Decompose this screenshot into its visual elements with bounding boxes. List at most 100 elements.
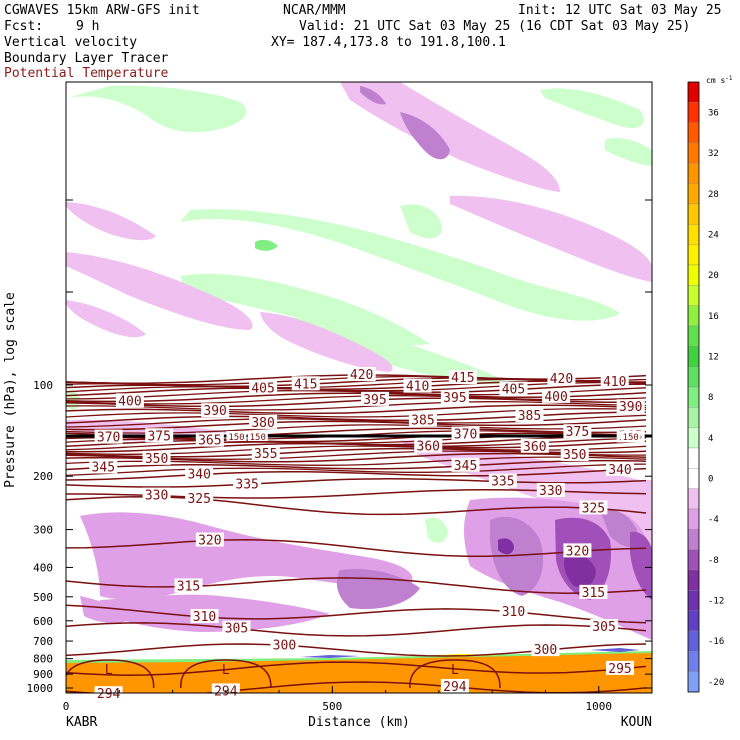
theta-contour-335	[66, 478, 647, 488]
theta-label-bg	[448, 370, 477, 385]
colorbar-swatch	[687, 346, 700, 367]
pbl-thin-band	[300, 655, 360, 658]
theta-label-bg	[520, 438, 549, 453]
theta-label-bg	[115, 393, 144, 408]
theta-label-bg	[440, 390, 469, 405]
colorbar-label: -20	[708, 678, 724, 688]
theta-label-bg	[616, 399, 645, 414]
pbl-low-label: L	[222, 663, 230, 678]
theta-label-bg	[201, 403, 230, 418]
downward-motion-region	[336, 568, 420, 610]
y-tick-label: 100	[33, 379, 53, 392]
theta-contour-minor	[66, 437, 647, 451]
colorbar-swatch	[687, 122, 700, 144]
theta-label-375: 375	[147, 429, 170, 444]
theta-label-335: 335	[235, 477, 258, 492]
theta-label-bg	[185, 490, 214, 505]
colorbar-frame	[687, 81, 700, 693]
start-station-label: KABR	[66, 715, 97, 730]
y-tick-label: 700	[33, 635, 53, 648]
colorbar-swatch	[687, 325, 700, 347]
pbl-tracer-layer	[66, 653, 652, 693]
theta-label-bg	[536, 482, 565, 497]
theta-label-335: 335	[491, 475, 514, 490]
theta-label-bg	[590, 619, 619, 634]
theta-label-bg	[94, 429, 123, 444]
theta-label-375: 375	[566, 425, 589, 440]
theta-label-310: 310	[502, 605, 525, 620]
pbl-low-label: L	[105, 663, 113, 678]
colorbar-swatch	[687, 651, 700, 672]
theta-label-360: 360	[417, 440, 440, 455]
upward-motion-region	[180, 209, 620, 321]
theta-label-bg	[606, 461, 635, 476]
tropopause-label: 150	[623, 433, 639, 443]
theta-label-bg	[408, 412, 437, 427]
theta-label-325: 325	[582, 501, 605, 516]
theta-label-bg	[195, 432, 224, 447]
colorbar-swatch	[687, 386, 700, 408]
theta-label-370: 370	[454, 428, 477, 443]
tropopause-label-bg	[226, 431, 247, 441]
colorbar-label: 28	[708, 190, 719, 200]
colorbar-swatch	[687, 264, 700, 286]
tropopause-label: 150	[228, 433, 244, 443]
theta-label-400: 400	[118, 394, 141, 409]
theta-label-345: 345	[454, 459, 477, 474]
theta-label-bg	[291, 376, 320, 391]
y-tick-label: 900	[33, 668, 53, 681]
upward-motion-region	[400, 204, 442, 239]
theta-contour-315	[66, 577, 647, 594]
colorbar-swatch	[687, 224, 700, 245]
upward-motion-region	[66, 85, 247, 133]
upward-motion-region	[255, 239, 278, 251]
theta-label-330: 330	[539, 484, 562, 499]
tropopause-label-bg	[247, 431, 268, 441]
downward-motion-region	[66, 252, 253, 330]
theta-label-bg	[403, 378, 432, 393]
colorbar-swatch	[687, 81, 700, 103]
plot-frame	[65, 81, 653, 694]
y-tick-label: 400	[33, 561, 53, 574]
colorbar-swatch	[687, 163, 700, 184]
theta-label-bg	[488, 473, 517, 488]
downward-motion-region	[260, 312, 393, 372]
upward-motion-region	[180, 273, 430, 345]
theta-label-320: 320	[566, 544, 589, 559]
colorbar-label: 20	[708, 271, 719, 281]
downward-motion-region	[340, 82, 560, 192]
theta-label-bg	[185, 466, 214, 481]
theta-contour-340	[66, 467, 647, 481]
colorbar-swatch	[687, 468, 700, 489]
theta-label-305: 305	[225, 622, 248, 637]
theta-contour-minor	[66, 408, 647, 418]
theta-label-bg	[531, 642, 560, 657]
theta-label-310: 310	[193, 610, 216, 625]
theta-label-320: 320	[198, 534, 221, 549]
pbl-low-label: L	[451, 663, 459, 678]
theta-label-315: 315	[177, 579, 200, 594]
theta-label-385: 385	[518, 409, 541, 424]
boundary-layer-tracer	[66, 648, 652, 693]
theta-label-bg	[174, 578, 203, 593]
colorbar-swatch	[687, 610, 700, 632]
theta-label-bg	[440, 678, 469, 693]
init-time: Init: 12 UTC Sat 03 May 25	[518, 3, 722, 18]
theta-contour-385	[66, 411, 647, 424]
colorbar-label: 24	[708, 231, 719, 241]
theta-label-415: 415	[294, 377, 317, 392]
theta-label-350: 350	[145, 452, 168, 467]
x-tick-label: 500	[322, 700, 342, 713]
theta-label-bg	[560, 446, 589, 461]
theta-label-400: 400	[544, 390, 567, 405]
x-tick-label: 0	[63, 700, 70, 713]
y-tick-label: 800	[33, 653, 53, 666]
colorbar-swatch	[687, 285, 700, 306]
colorbar-label: -8	[708, 556, 719, 566]
colorbar-swatch	[687, 183, 700, 205]
y-tick-label: 500	[33, 591, 53, 604]
theta-contour-minor	[66, 414, 647, 428]
theta-label-bg	[547, 370, 576, 385]
